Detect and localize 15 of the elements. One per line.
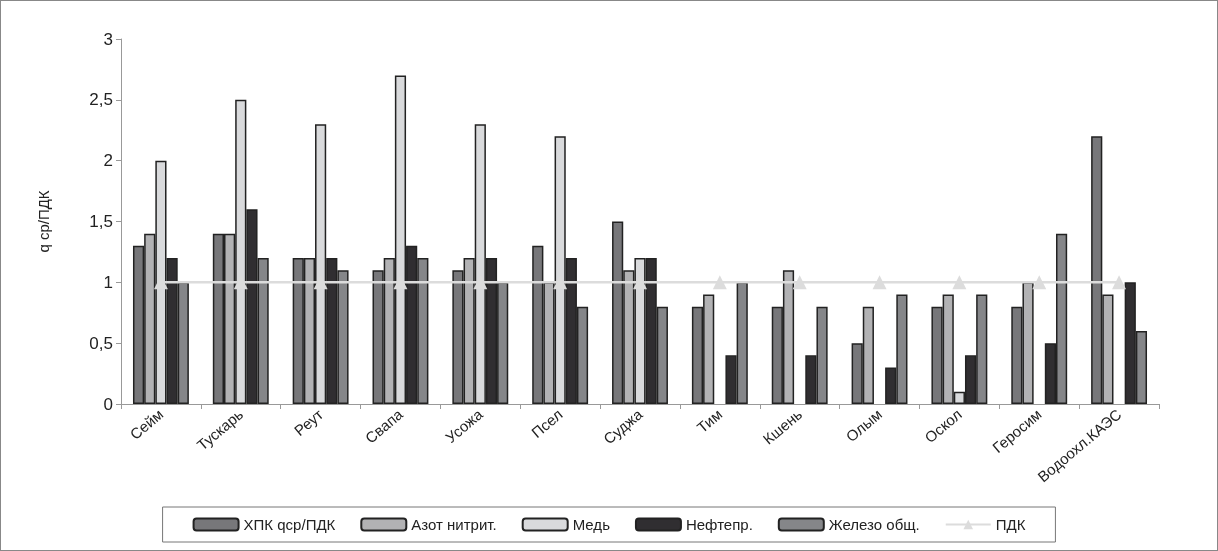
y-tick-label: 1,5 xyxy=(89,212,113,231)
x-tick-label: Тим xyxy=(693,405,726,436)
legend-label: Медь xyxy=(572,516,611,533)
y-tick-label: 3 xyxy=(103,29,113,49)
y-axis-title: q ср/ПДК xyxy=(35,190,52,253)
legend-label: Железо общ. xyxy=(828,516,920,533)
y-tick-label: 2,5 xyxy=(89,90,113,110)
legend-label: Нефтепр. xyxy=(685,516,753,533)
legend-label: ПДК xyxy=(995,516,1026,533)
y-tick-label: 2 xyxy=(103,151,113,171)
legend-label: Азот нитрит. xyxy=(411,516,497,533)
y-tick-label: 0,5 xyxy=(89,333,113,353)
y-tick-label: 0 xyxy=(103,394,113,414)
legend-label: ХПК qср/ПДК xyxy=(243,516,336,533)
y-tick-label: 1 xyxy=(103,272,113,292)
